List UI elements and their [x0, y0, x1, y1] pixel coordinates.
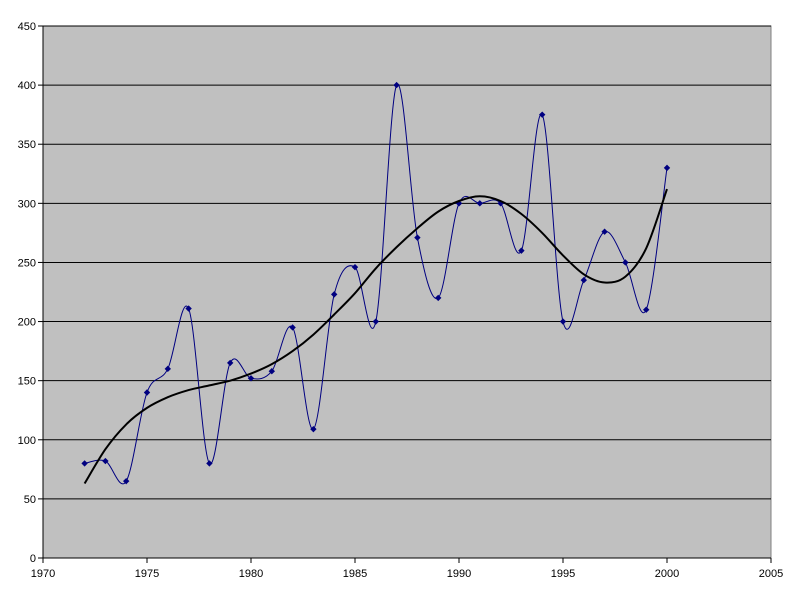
data-point-marker	[435, 294, 442, 302]
data-point-marker	[164, 365, 171, 373]
data-point-marker	[143, 389, 151, 396]
data-point-marker	[476, 200, 483, 207]
data-point-marker	[393, 81, 400, 89]
data-point-marker	[268, 368, 275, 375]
plot-area	[42, 25, 772, 559]
x-axis-ticks: 1970 1975 1980 1985 1990 1995 2000 2005	[31, 558, 783, 580]
data-point-marker	[81, 460, 88, 467]
data-point-marker	[247, 375, 255, 382]
data-point-marker	[310, 425, 317, 433]
x-tick-label: 1975	[135, 568, 159, 580]
data-point-marker	[206, 460, 213, 467]
x-tick-label: 1995	[551, 568, 575, 580]
data-point-marker	[518, 247, 525, 254]
y-tick-label: 0	[30, 553, 36, 565]
x-tick-label: 1990	[447, 568, 471, 580]
y-tick-label: 250	[18, 257, 36, 269]
data-point-marker	[123, 477, 130, 485]
data-point-marker	[227, 359, 234, 367]
data-point-marker	[601, 228, 608, 235]
y-tick-label: 50	[24, 494, 36, 506]
data-point-marker	[185, 305, 192, 312]
x-tick-label: 1970	[31, 568, 55, 580]
data-point-marker	[331, 291, 338, 298]
y-axis-ticks: 0 50 100 150 200 250 300 350 400 450	[18, 21, 43, 565]
data-point-marker	[289, 324, 296, 331]
series-data-line	[84, 83, 668, 485]
axes	[42, 26, 771, 559]
data-point-marker	[663, 164, 671, 172]
data-point-marker	[372, 318, 379, 325]
data-point-marker	[559, 318, 567, 325]
data-point-marker	[539, 111, 546, 118]
gridlines	[43, 25, 771, 500]
data-point-marker	[622, 259, 629, 266]
trend-line	[83, 188, 668, 485]
y-tick-label: 400	[18, 80, 36, 92]
data-point-marker	[643, 306, 650, 313]
data-point-marker	[351, 263, 359, 271]
data-point-marker	[580, 276, 587, 284]
x-tick-label: 1980	[239, 568, 263, 580]
data-point-marker	[102, 457, 109, 465]
y-tick-label: 150	[18, 376, 36, 388]
data-point-marker	[414, 234, 421, 241]
y-tick-label: 300	[18, 198, 36, 210]
series-layer	[81, 81, 671, 485]
y-tick-label: 100	[18, 435, 36, 447]
x-tick-label: 2000	[655, 568, 679, 580]
y-tick-label: 200	[18, 317, 36, 329]
y-tick-label: 350	[18, 139, 36, 151]
x-tick-label: 2005	[759, 568, 783, 580]
x-tick-label: 1985	[343, 568, 367, 580]
y-tick-label: 450	[18, 21, 36, 33]
